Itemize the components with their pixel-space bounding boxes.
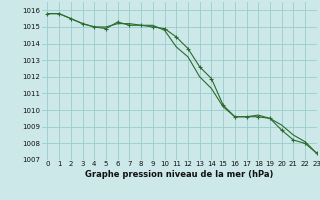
X-axis label: Graphe pression niveau de la mer (hPa): Graphe pression niveau de la mer (hPa) — [85, 170, 273, 179]
